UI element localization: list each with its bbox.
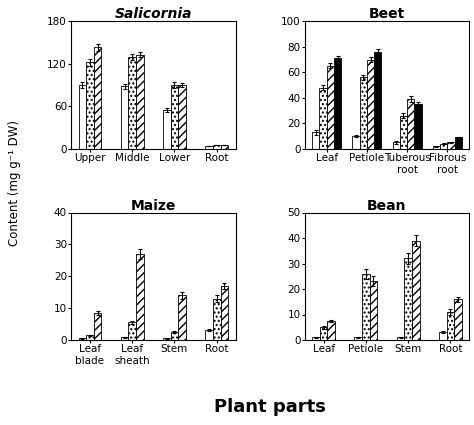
- Title: Bean: Bean: [367, 198, 407, 212]
- Bar: [213, 145, 220, 149]
- Bar: [178, 85, 186, 149]
- Title: Salicornia: Salicornia: [115, 7, 192, 21]
- Bar: [213, 298, 220, 340]
- Bar: [397, 337, 404, 340]
- Bar: [320, 327, 328, 340]
- Bar: [455, 137, 462, 149]
- Bar: [392, 142, 400, 149]
- Bar: [312, 132, 319, 149]
- Bar: [86, 335, 94, 340]
- Bar: [433, 146, 440, 149]
- Bar: [220, 286, 228, 340]
- Bar: [447, 312, 454, 340]
- Bar: [440, 144, 447, 149]
- Bar: [205, 146, 213, 149]
- Bar: [121, 86, 128, 149]
- Bar: [374, 52, 382, 149]
- Bar: [171, 332, 178, 340]
- Bar: [163, 110, 171, 149]
- Bar: [355, 337, 362, 340]
- Bar: [79, 85, 86, 149]
- Bar: [178, 295, 186, 340]
- Bar: [128, 57, 136, 149]
- Bar: [128, 323, 136, 340]
- Bar: [352, 136, 360, 149]
- Bar: [447, 142, 455, 149]
- Bar: [362, 274, 370, 340]
- Bar: [412, 241, 419, 340]
- Bar: [163, 338, 171, 340]
- Title: Maize: Maize: [131, 198, 176, 212]
- Bar: [328, 321, 335, 340]
- Bar: [94, 313, 101, 340]
- Bar: [367, 60, 374, 149]
- Title: Beet: Beet: [369, 7, 405, 21]
- Bar: [454, 299, 462, 340]
- Bar: [400, 116, 407, 149]
- Bar: [319, 88, 327, 149]
- Bar: [171, 85, 178, 149]
- Bar: [94, 48, 101, 149]
- Bar: [439, 332, 447, 340]
- Bar: [205, 331, 213, 340]
- Bar: [312, 337, 320, 340]
- Bar: [79, 338, 86, 340]
- Bar: [327, 66, 334, 149]
- Bar: [86, 62, 94, 149]
- Text: Content (mg g⁻¹ DW): Content (mg g⁻¹ DW): [8, 120, 21, 246]
- Bar: [404, 258, 412, 340]
- Bar: [414, 104, 421, 149]
- Bar: [121, 337, 128, 340]
- Bar: [136, 54, 144, 149]
- Bar: [220, 145, 228, 149]
- Bar: [334, 58, 341, 149]
- Bar: [360, 77, 367, 149]
- Bar: [136, 254, 144, 340]
- Text: Plant parts: Plant parts: [214, 399, 326, 416]
- Bar: [407, 99, 414, 149]
- Bar: [370, 281, 377, 340]
